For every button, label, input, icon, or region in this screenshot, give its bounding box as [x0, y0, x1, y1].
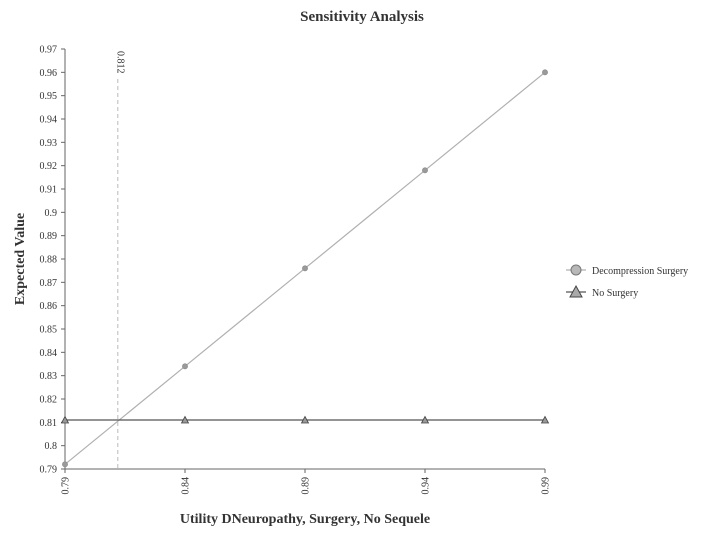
y-tick-label: 0.94: [40, 115, 58, 126]
data-point-decompression-surgery: [542, 69, 548, 76]
y-axis-ticks: 0.79 0.8 0.81 0.82 0.83 0.84 0.85 0.86 0.87 0.88 0…: [40, 45, 65, 476]
y-tick-label: 0.96: [40, 68, 58, 79]
y-tick-label: 0.85: [40, 325, 58, 336]
y-tick-label: 0.79: [40, 465, 58, 476]
y-tick-label: 0.84: [40, 348, 58, 359]
data-point-no-surgery: [300, 415, 310, 424]
y-tick-label: 0.93: [40, 138, 58, 149]
chart-title: Sensitivity Analysis: [300, 9, 424, 25]
legend-item-no-surgery: No Surgery: [566, 284, 638, 299]
y-tick-label: 0.97: [40, 45, 58, 56]
data-point-decompression-surgery: [182, 363, 188, 370]
y-tick-label: 0.8: [45, 441, 58, 452]
legend-label-no-surgery: No Surgery: [592, 288, 638, 299]
y-tick-label: 0.88: [40, 255, 58, 266]
x-tick-label: 0.79: [61, 477, 72, 495]
y-tick-label: 0.82: [40, 395, 58, 406]
data-point-decompression-surgery: [422, 167, 428, 174]
circle-marker-icon: [570, 264, 582, 276]
x-tick-label: 0.99: [541, 477, 552, 495]
threshold-label: 0.812: [114, 51, 125, 74]
x-axis-title: Utility DNeuropathy, Surgery, No Sequele: [180, 512, 430, 527]
data-point-decompression-surgery: [62, 461, 68, 468]
data-point-no-surgery: [540, 415, 550, 424]
legend-label-decompression-surgery: Decompression Surgery: [592, 266, 688, 277]
y-tick-label: 0.83: [40, 371, 58, 382]
x-tick-label: 0.84: [181, 477, 192, 495]
data-point-decompression-surgery: [302, 265, 308, 272]
x-axis-ticks: 0.79 0.84 0.89 0.94 0.99: [61, 469, 552, 495]
legend-item-decompression-surgery: Decompression Surgery: [566, 264, 688, 277]
x-tick-label: 0.89: [301, 477, 312, 495]
y-tick-label: 0.86: [40, 301, 58, 312]
data-point-no-surgery: [420, 415, 430, 424]
y-tick-label: 0.95: [40, 91, 58, 102]
data-point-no-surgery: [60, 415, 70, 424]
y-axis-title: Expected Value: [13, 213, 28, 305]
y-tick-label: 0.81: [40, 418, 58, 429]
series-layer: [60, 69, 550, 468]
triangle-marker-icon: [569, 284, 583, 298]
y-tick-label: 0.92: [40, 161, 58, 172]
y-tick-label: 0.89: [40, 231, 58, 242]
legend: Decompression Surgery No Surgery: [566, 264, 688, 299]
x-tick-label: 0.94: [421, 477, 432, 495]
y-tick-label: 0.9: [45, 208, 58, 219]
y-tick-label: 0.87: [40, 278, 58, 289]
y-tick-label: 0.91: [40, 185, 58, 196]
data-point-no-surgery: [180, 415, 190, 424]
